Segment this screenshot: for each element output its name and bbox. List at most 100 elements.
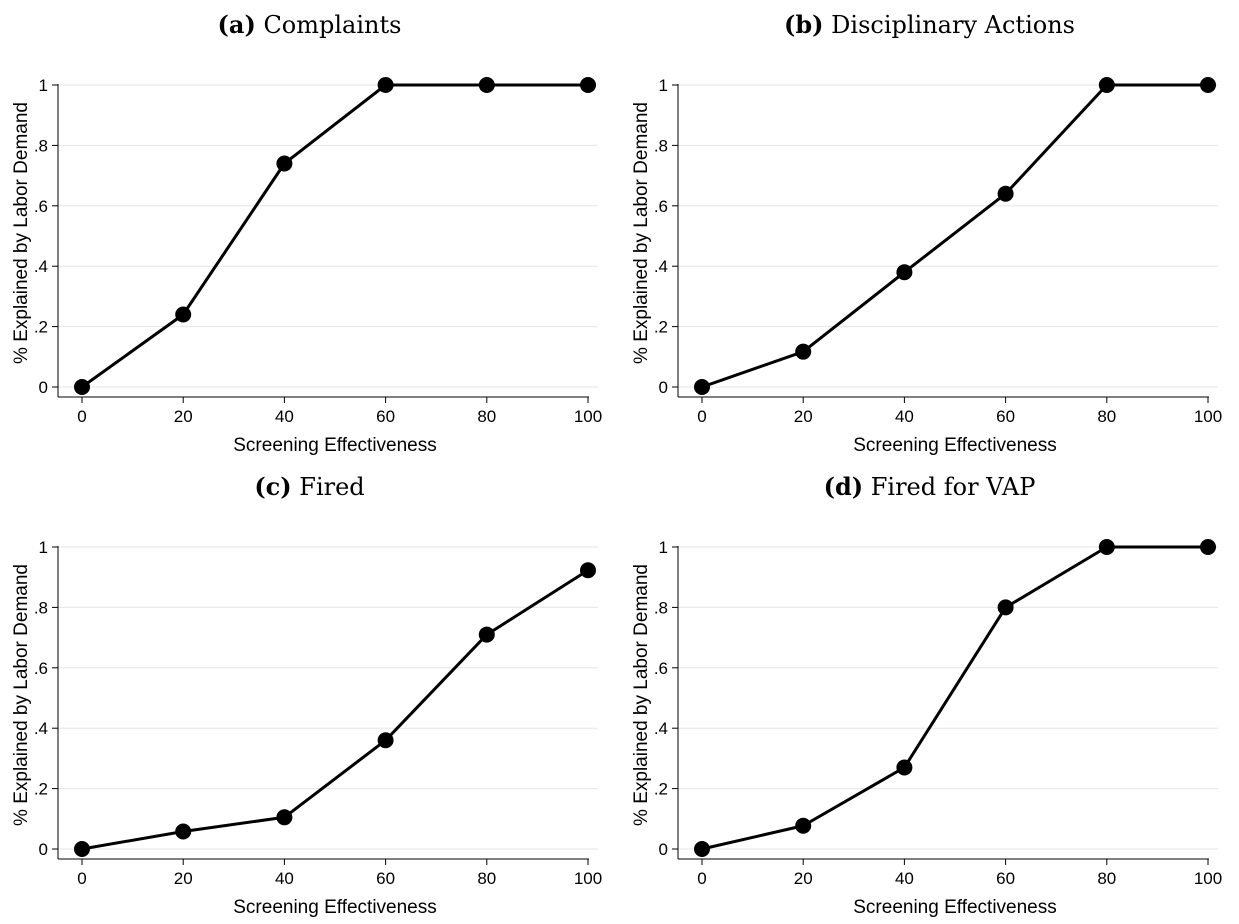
- panel-title: (b) Disciplinary Actions: [620, 10, 1239, 39]
- x-axis-title: Screening Effectiveness: [233, 897, 437, 918]
- line-chart: 0 .2 .4 .6 .8 1 0 20 40 60 80 100 Screening Effectiv…: [11, 76, 602, 456]
- y-tick-label: 0: [39, 840, 48, 859]
- line-chart: 0 .2 .4 .6 .8 1 0 20 40 60 80 100 Screening Effectiv…: [631, 538, 1222, 918]
- x-axis-title: Screening Effectiveness: [233, 435, 437, 456]
- y-axis-title: % Explained by Labor Demand: [631, 102, 652, 364]
- y-tick-label: 0: [659, 840, 668, 859]
- x-tick-label: 40: [275, 407, 294, 426]
- x-tick-label: 100: [1194, 869, 1222, 888]
- x-tick-label: 40: [895, 869, 914, 888]
- y-tick-label: 1: [39, 76, 48, 95]
- y-tick-label: .8: [654, 136, 668, 155]
- series-line: [701, 545, 1208, 851]
- chart-panel-a: (a) Complaints 0 .2 .4 .6 .8 1 0 20 40 60 80 100 Scr…: [0, 0, 619, 462]
- panel-title: (a) Complaints: [0, 10, 619, 39]
- x-tick-label: 40: [275, 869, 294, 888]
- y-tick-label: 1: [659, 538, 668, 557]
- data-point: [580, 77, 596, 93]
- x-tick-label: 60: [996, 869, 1015, 888]
- x-tick-label: 20: [174, 407, 193, 426]
- y-tick-label: .8: [34, 136, 48, 155]
- y-tick-label: .2: [654, 318, 668, 337]
- y-tick-label: .8: [654, 598, 668, 617]
- x-tick-label: 20: [794, 869, 813, 888]
- data-point: [896, 264, 913, 281]
- y-axis-title: % Explained by Labor Demand: [11, 564, 32, 826]
- data-point: [694, 379, 710, 395]
- y-tick-label: .2: [34, 780, 48, 799]
- y-tick-label: .4: [654, 719, 668, 738]
- x-tick-label: 20: [174, 869, 193, 888]
- x-tick-label: 80: [477, 869, 496, 888]
- data-point: [276, 155, 293, 172]
- panel-title: (d) Fired for VAP: [620, 472, 1239, 501]
- data-point: [175, 306, 192, 323]
- y-tick-label: .8: [34, 598, 48, 617]
- series-line: [81, 83, 588, 389]
- x-tick-label: 0: [77, 869, 86, 888]
- data-point: [1200, 77, 1216, 93]
- y-axis-title: % Explained by Labor Demand: [11, 102, 32, 364]
- panel-tag: (a): [217, 10, 256, 39]
- y-tick-label: .2: [654, 780, 668, 799]
- y-tick-label: .6: [654, 659, 668, 678]
- data-point: [1200, 539, 1216, 555]
- y-tick-label: 0: [39, 378, 48, 397]
- x-tick-label: 0: [697, 869, 706, 888]
- y-tick-label: 0: [659, 378, 668, 397]
- data-point: [997, 599, 1014, 616]
- y-tick-label: 1: [39, 538, 48, 557]
- series-line: [81, 568, 589, 851]
- data-point: [175, 823, 192, 840]
- data-point: [896, 759, 913, 776]
- panel-title-text: Disciplinary Actions: [831, 11, 1075, 39]
- x-tick-label: 100: [574, 407, 602, 426]
- chart-panel-d: (d) Fired for VAP 0 .2 .4 .6 .8 1 0 20 40 60 80 100…: [620, 462, 1239, 924]
- panel-title-text: Fired: [299, 473, 365, 501]
- x-tick-label: 100: [1194, 407, 1222, 426]
- data-point: [478, 626, 495, 643]
- y-tick-label: .2: [34, 318, 48, 337]
- chart-panel-b: (b) Disciplinary Actions 0 .2 .4 .6 .8 1 0 20 40…: [620, 0, 1239, 462]
- line-chart: 0 .2 .4 .6 .8 1 0 20 40 60 80 100 Screening Effectiv…: [631, 76, 1222, 456]
- series-line: [701, 83, 1208, 389]
- data-point: [74, 379, 90, 395]
- x-tick-label: 100: [574, 869, 602, 888]
- y-tick-label: .6: [654, 197, 668, 216]
- x-axis-title: Screening Effectiveness: [853, 897, 1057, 918]
- y-tick-label: .4: [34, 257, 48, 276]
- x-tick-label: 60: [376, 869, 395, 888]
- panel-tag: (c): [254, 472, 292, 501]
- data-point: [795, 817, 812, 834]
- y-tick-label: .6: [34, 659, 48, 678]
- data-point: [1098, 77, 1115, 93]
- x-tick-label: 80: [477, 407, 496, 426]
- x-tick-label: 20: [794, 407, 813, 426]
- y-tick-label: .6: [34, 197, 48, 216]
- x-tick-label: 40: [895, 407, 914, 426]
- y-axis-title: % Explained by Labor Demand: [631, 564, 652, 826]
- panel-title-text: Fired for VAP: [870, 473, 1036, 501]
- panel-title-text: Complaints: [263, 11, 402, 39]
- data-point: [1098, 539, 1115, 555]
- x-tick-label: 0: [77, 407, 86, 426]
- data-point: [580, 562, 596, 579]
- data-point: [478, 77, 495, 93]
- data-point: [377, 732, 394, 749]
- x-tick-label: 80: [1097, 869, 1116, 888]
- x-tick-label: 60: [376, 407, 395, 426]
- chart-panel-c: (c) Fired 0 .2 .4 .6 .8 1 0 20 40 60 80 100 Screenin…: [0, 462, 619, 924]
- panel-tag: (d): [823, 472, 864, 501]
- y-tick-label: .4: [654, 257, 668, 276]
- line-chart: 0 .2 .4 .6 .8 1 0 20 40 60 80 100 Screening Effectiv…: [11, 538, 602, 918]
- data-point: [997, 185, 1014, 202]
- panel-title: (c) Fired: [0, 472, 619, 501]
- data-point: [795, 343, 812, 360]
- x-tick-label: 60: [996, 407, 1015, 426]
- x-axis-title: Screening Effectiveness: [853, 435, 1057, 456]
- y-tick-label: .4: [34, 719, 48, 738]
- y-tick-label: 1: [659, 76, 668, 95]
- data-point: [74, 841, 90, 857]
- data-point: [377, 77, 394, 93]
- panel-tag: (b): [784, 10, 824, 39]
